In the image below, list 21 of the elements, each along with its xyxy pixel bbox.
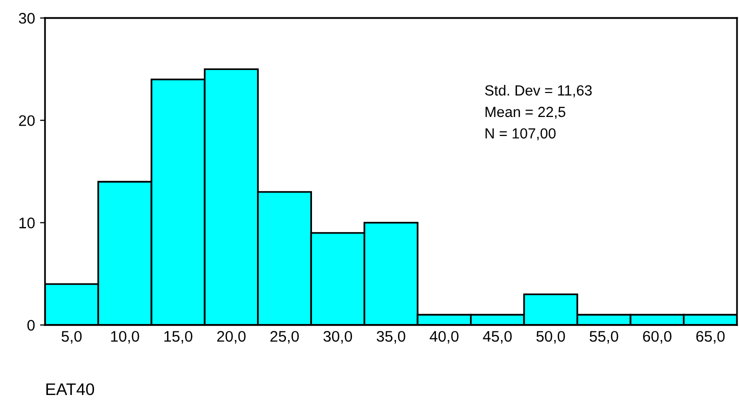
x-tick-label: 5,0 bbox=[62, 330, 82, 344]
x-tick-label: 50,0 bbox=[536, 330, 565, 344]
x-tick-label: 45,0 bbox=[482, 330, 512, 344]
y-tick-label: 10 bbox=[19, 218, 35, 228]
annotation: Mean = 22,5 bbox=[486, 106, 566, 119]
annotation: N = 107,00 bbox=[486, 128, 556, 140]
x-tick-label: 35,0 bbox=[376, 330, 406, 344]
y-tick-label: 30 bbox=[18, 12, 35, 24]
x-tick-label: 40,0 bbox=[430, 330, 458, 344]
x-tick-label: 30,0 bbox=[323, 330, 352, 344]
x-axis-title: EAT40 bbox=[46, 383, 94, 396]
x-tick-label: 60,0 bbox=[643, 330, 672, 344]
x-tick-label: 25,0 bbox=[270, 330, 299, 344]
y-tick-label: 0 bbox=[27, 320, 35, 331]
x-tick-label: 55,0 bbox=[590, 330, 618, 344]
x-tick-label: 65,0 bbox=[696, 330, 725, 344]
x-tick-label: 20,0 bbox=[217, 330, 246, 344]
y-tick-label: 20 bbox=[19, 115, 35, 126]
annotation: Std. Dev = 11,63 bbox=[485, 84, 592, 98]
x-tick-label: 15,0 bbox=[164, 330, 192, 344]
x-tick-label: 10,0 bbox=[111, 330, 140, 344]
